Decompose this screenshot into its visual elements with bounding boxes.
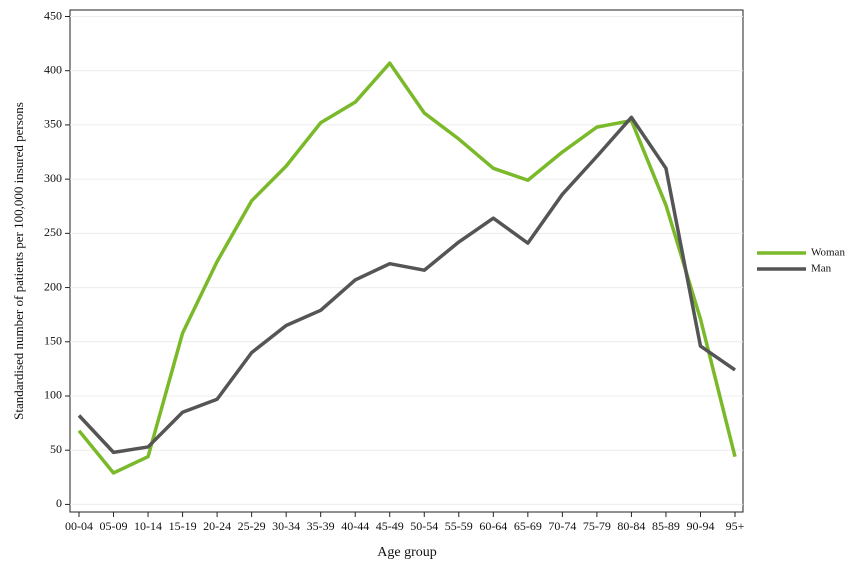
x-tick-label: 80-84 bbox=[617, 519, 645, 533]
x-tick-label: 90-94 bbox=[686, 519, 714, 533]
y-axis-label: Standardised number of patients per 100,… bbox=[11, 102, 26, 420]
y-tick-label: 450 bbox=[44, 8, 62, 22]
x-tick-label: 70-74 bbox=[548, 519, 576, 533]
x-tick-label: 45-49 bbox=[376, 519, 404, 533]
y-tick-label: 0 bbox=[56, 496, 62, 510]
x-tick-label: 75-79 bbox=[583, 519, 611, 533]
plot-frame bbox=[69, 9, 744, 513]
y-tick-label: 200 bbox=[44, 279, 62, 293]
x-tick-label: 40-44 bbox=[341, 519, 369, 533]
y-tick-label: 350 bbox=[44, 117, 62, 131]
x-tick-label: 55-59 bbox=[445, 519, 473, 533]
y-tick-label: 300 bbox=[44, 171, 62, 185]
x-tick-label: 00-04 bbox=[65, 519, 93, 533]
x-axis-label: Age group bbox=[377, 545, 437, 560]
x-tick-label: 50-54 bbox=[410, 519, 438, 533]
y-tick-label: 400 bbox=[44, 62, 62, 76]
x-tick-label: 25-29 bbox=[238, 519, 266, 533]
x-tick-label: 60-64 bbox=[479, 519, 507, 533]
x-tick-label: 20-24 bbox=[203, 519, 231, 533]
x-tick-label: 30-34 bbox=[272, 519, 300, 533]
y-tick-label: 50 bbox=[50, 442, 62, 456]
x-tick-label: 65-69 bbox=[514, 519, 542, 533]
legend-label: Man bbox=[811, 263, 832, 275]
x-tick-label: 85-89 bbox=[652, 519, 680, 533]
x-tick-label: 10-14 bbox=[134, 519, 162, 533]
x-tick-label: 95+ bbox=[726, 519, 745, 533]
legend-label: Woman bbox=[811, 247, 845, 259]
x-tick-label: 05-09 bbox=[100, 519, 128, 533]
y-tick-label: 100 bbox=[44, 388, 62, 402]
x-tick-label: 15-19 bbox=[169, 519, 197, 533]
line-series bbox=[77, 115, 736, 455]
y-tick-label: 250 bbox=[44, 225, 62, 239]
x-tick-label: 35-39 bbox=[307, 519, 335, 533]
y-tick-label: 150 bbox=[44, 334, 62, 348]
